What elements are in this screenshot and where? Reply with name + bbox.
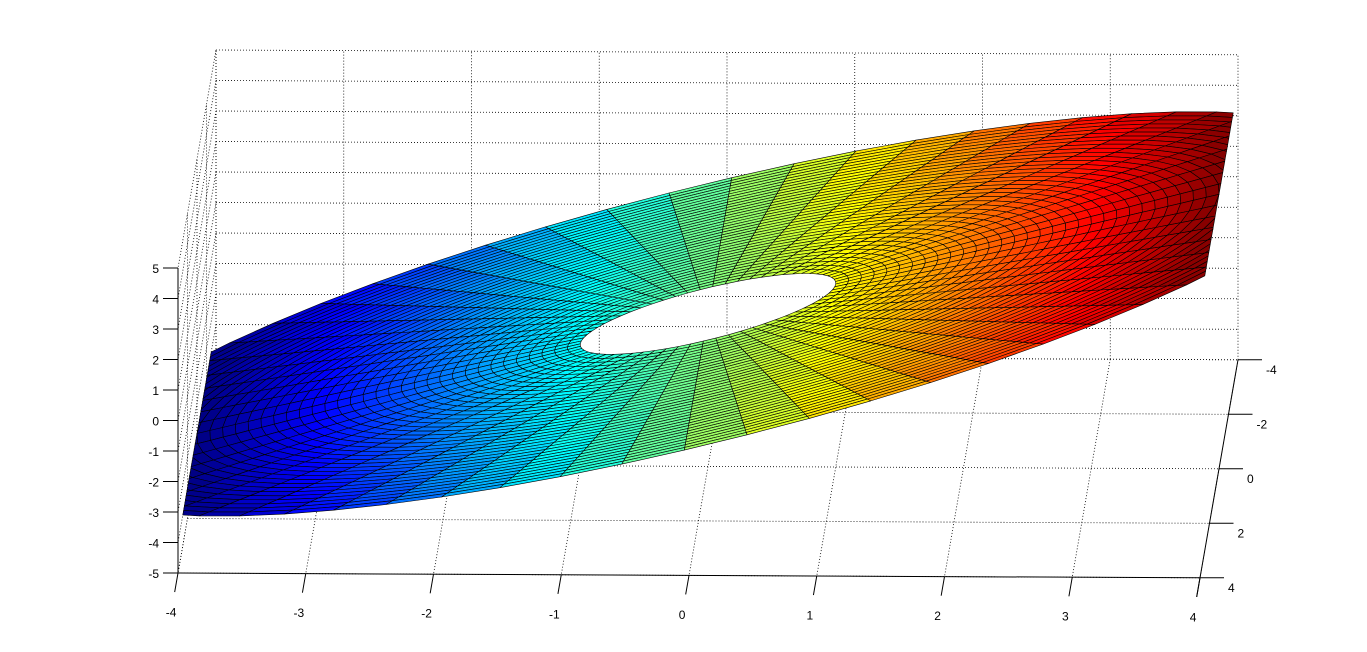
z-tick-label: -5 [148,567,159,581]
x-tick [174,572,179,593]
y-tick-label: -2 [1257,417,1268,431]
grid-line-z [177,293,217,513]
z-tick-label: 5 [152,262,159,276]
z-tick-label: -4 [148,537,159,551]
grid-line-z [177,202,217,421]
x-tick [301,573,307,593]
grid-line-x [1071,359,1111,578]
grid-line-z [177,49,217,269]
y-tick-label: -4 [1266,363,1277,377]
x-tick [557,574,562,594]
y-tick-label: 0 [1247,472,1254,486]
grid-line-z [177,141,217,360]
z-tick-label: 0 [152,415,159,429]
z-tick-label: 4 [152,293,159,307]
y-tick-label: 4 [1228,581,1235,595]
surface-facet [194,433,198,445]
z-tick-label: -3 [148,506,159,520]
x-tick-label: -2 [421,607,432,621]
x-tick [429,574,434,594]
surface [182,111,1234,517]
z-tick-label: -1 [148,445,159,459]
grid-line-z [177,263,217,482]
x-tick-label: -1 [549,607,560,621]
x-tick-end [1196,577,1201,597]
x-tick-label: -3 [294,606,305,620]
x-tick-label: 1 [807,609,814,623]
x-tick-label: 3 [1062,610,1069,624]
x-tick-label: 0 [679,608,686,622]
x-tick-label: 2 [934,609,941,623]
grid-line-z [177,232,217,452]
grid-line-x [944,358,983,577]
x-tick-label: 4 [1190,610,1197,624]
grid-line-z [177,171,217,391]
x-tick [1068,577,1073,597]
z-tick-label: 1 [152,384,159,398]
x-tick [685,575,690,595]
z-tick-label: 3 [152,323,159,337]
grid-line-z [177,110,217,330]
x-tick [940,576,945,596]
y-tick-label: 2 [1238,526,1245,540]
z-tick-label: -2 [148,476,159,490]
x-tick [812,575,818,596]
grid-line-z [177,80,217,299]
x-tick-label: -4 [166,606,177,620]
z-tick-label: 2 [152,354,159,368]
